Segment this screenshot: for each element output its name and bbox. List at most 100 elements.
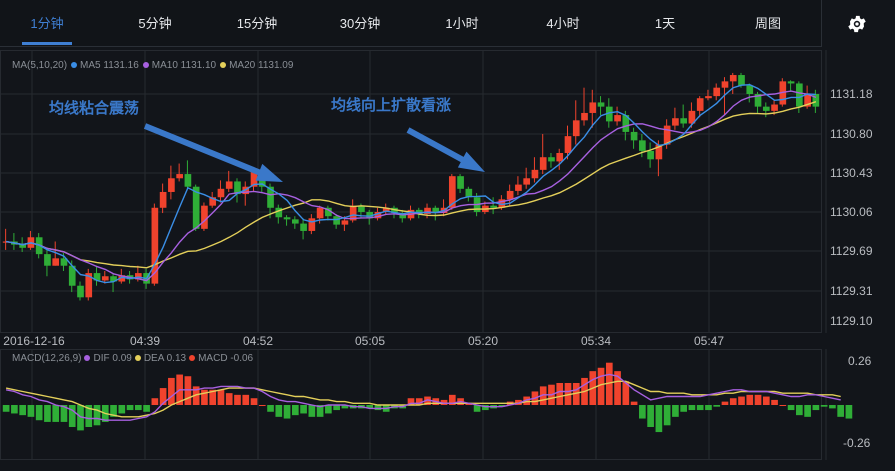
candle-body xyxy=(812,94,820,107)
macd-bar xyxy=(515,399,522,405)
ma5-value: MA5 1131.16 xyxy=(80,60,139,71)
candle-body xyxy=(556,152,564,162)
candle-body xyxy=(366,211,374,219)
candle-body xyxy=(581,112,588,121)
tab-0[interactable]: 1分钟 xyxy=(7,0,87,46)
macd-bar xyxy=(597,367,605,405)
tab-1[interactable]: 5分钟 xyxy=(115,0,195,46)
macd-bar xyxy=(341,405,349,409)
candle-body xyxy=(639,140,646,151)
macd-bar xyxy=(201,389,208,405)
candle-body xyxy=(762,106,770,111)
tab-4[interactable]: 1小时 xyxy=(422,0,502,46)
candle-body xyxy=(754,94,762,107)
macd-bar xyxy=(85,405,93,427)
macd-bar xyxy=(746,394,754,405)
macd-bar xyxy=(630,401,638,405)
macd-bar xyxy=(804,405,811,417)
macd-bar xyxy=(754,394,762,405)
candle-body xyxy=(713,87,721,97)
candle-body xyxy=(382,207,390,212)
candle-body xyxy=(630,131,638,141)
candle-body xyxy=(498,199,506,208)
macd-bar xyxy=(556,383,564,405)
macd-axis-min: -0.26 xyxy=(843,436,871,450)
macd-bar xyxy=(192,386,200,405)
candle-body xyxy=(738,75,745,86)
macd-bar xyxy=(2,405,10,412)
candle-body xyxy=(77,285,84,298)
macd-bar xyxy=(622,381,630,405)
candle-body xyxy=(457,176,464,189)
macd-bar xyxy=(316,405,324,417)
ma20-line xyxy=(5,101,817,269)
candle-body xyxy=(234,181,241,195)
macd-bar xyxy=(118,405,126,414)
time-axis-label: 04:52 xyxy=(242,334,274,348)
tab-label: 1分钟 xyxy=(30,16,64,31)
tab-3[interactable]: 30分钟 xyxy=(320,0,400,46)
annotation-consolidation: 均线粘合震荡 xyxy=(49,100,140,117)
dif-value: DIF 0.09 xyxy=(93,353,132,364)
candle-body xyxy=(647,150,654,160)
macd-bar xyxy=(424,396,431,405)
macd-bar xyxy=(184,376,192,405)
macd-dot-icon xyxy=(189,354,196,361)
macd-bar xyxy=(820,405,828,407)
tab-label: 周图 xyxy=(754,16,781,31)
ma20-value: MA20 1131.09 xyxy=(229,60,294,71)
tab-7[interactable]: 周图 xyxy=(728,0,808,46)
candle-body xyxy=(184,174,192,187)
candle-body xyxy=(515,184,522,191)
tab-2[interactable]: 15分钟 xyxy=(217,0,297,46)
candle-body xyxy=(275,207,283,218)
macd-bar xyxy=(779,405,787,406)
macd-bar xyxy=(680,405,687,412)
candle-body xyxy=(672,118,679,126)
candle-body xyxy=(399,213,407,219)
settings-button[interactable] xyxy=(840,7,874,41)
tab-6[interactable]: 1天 xyxy=(625,0,705,46)
candle-body xyxy=(176,174,183,179)
candle-body xyxy=(465,188,473,198)
candle-body xyxy=(60,258,68,266)
macd-bar xyxy=(308,405,316,417)
candle-body xyxy=(663,125,671,145)
macd-bar xyxy=(258,405,266,406)
price-axis-label: 1130.06 xyxy=(830,204,873,219)
candle-body xyxy=(110,276,117,282)
time-axis-label: 05:47 xyxy=(693,334,725,348)
candle-body xyxy=(531,169,539,179)
timeframe-tab-bar: 1分钟 5分钟 15分钟 30分钟 1小时 4小时 1天 周图 xyxy=(0,0,822,47)
tab-label: 5分钟 xyxy=(138,16,172,31)
macd-bar xyxy=(77,405,84,431)
dea-value: DEA 0.13 xyxy=(143,353,187,364)
candle-body xyxy=(333,216,340,225)
macd-bar xyxy=(564,383,572,405)
macd-bar xyxy=(374,405,382,411)
main-panel-frame xyxy=(0,50,822,333)
ma-legend: MA(5,10,20) MA5 1131.16 MA10 1131.10 MA20 1… xyxy=(12,60,293,71)
dif-line xyxy=(5,373,841,421)
candle-body xyxy=(448,176,456,208)
macd-bar xyxy=(539,386,547,405)
macd-bar xyxy=(448,394,456,405)
macd-bar xyxy=(151,398,159,405)
candle-body xyxy=(787,81,795,84)
macd-bar xyxy=(639,405,646,419)
candle-body xyxy=(93,273,101,281)
macd-bar xyxy=(168,377,175,405)
macd-bar xyxy=(68,405,76,427)
candle-body xyxy=(159,191,167,208)
macd-bar xyxy=(27,405,35,417)
macd-bar xyxy=(415,398,423,405)
macd-bar xyxy=(35,405,43,421)
candle-body xyxy=(696,98,704,111)
candle-body xyxy=(655,144,663,160)
ma5-dot-icon xyxy=(71,61,78,68)
macd-bar xyxy=(738,396,745,405)
macd-bar xyxy=(713,405,721,407)
tab-5[interactable]: 4小时 xyxy=(523,0,603,46)
macd-bar xyxy=(647,405,654,427)
